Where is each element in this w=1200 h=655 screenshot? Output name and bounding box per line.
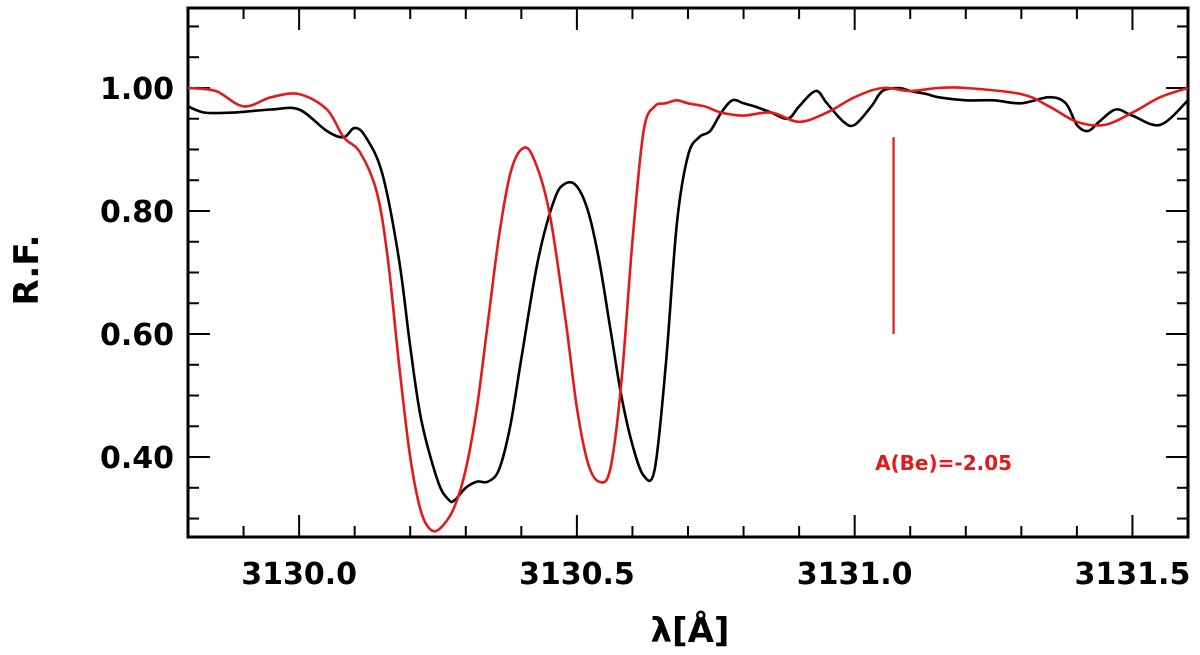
x-tick-label: 3130.5 — [519, 557, 635, 592]
x-tick-label: 3130.0 — [241, 557, 357, 592]
series-lines — [188, 86, 1188, 533]
y-tick-label: 0.60 — [100, 318, 174, 353]
abundance-annotation: A(Be)=-2.05 — [875, 451, 1012, 475]
x-tick-label: 3131.5 — [1075, 557, 1191, 592]
annotations: A(Be)=-2.05 — [875, 137, 1012, 475]
y-tick-label: 1.00 — [100, 72, 174, 107]
plot-border — [186, 6, 1190, 539]
plot-frame — [186, 6, 1190, 539]
observed-spectrum-line — [188, 86, 1188, 504]
x-axis-label: λ[Å] — [651, 610, 730, 651]
synthetic-spectrum-line — [188, 86, 1188, 533]
y-axis-label: R.F. — [7, 235, 47, 306]
tick-labels: 3130.0 3130.5 3131.0 3131.5 0.40 0.60 0.80 1.00 — [100, 72, 1190, 592]
y-tick-label: 0.40 — [100, 441, 174, 476]
axis-ticks — [187, 8, 1189, 537]
x-tick-label: 3131.0 — [797, 557, 913, 592]
y-tick-label: 0.80 — [100, 195, 174, 230]
